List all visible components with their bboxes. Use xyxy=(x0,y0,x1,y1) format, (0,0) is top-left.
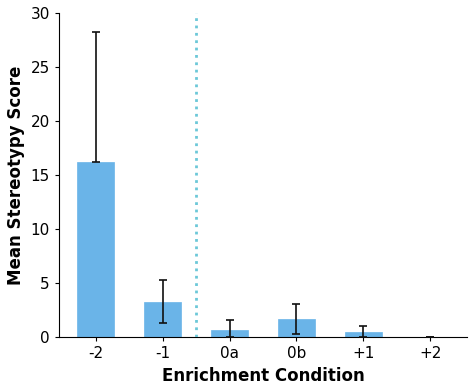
X-axis label: Enrichment Condition: Enrichment Condition xyxy=(162,367,365,385)
Bar xyxy=(144,302,181,338)
Bar xyxy=(77,162,114,338)
Bar xyxy=(278,319,315,338)
Bar xyxy=(345,332,382,338)
Bar xyxy=(211,330,248,338)
Y-axis label: Mean Stereotypy Score: Mean Stereotypy Score xyxy=(7,65,25,285)
